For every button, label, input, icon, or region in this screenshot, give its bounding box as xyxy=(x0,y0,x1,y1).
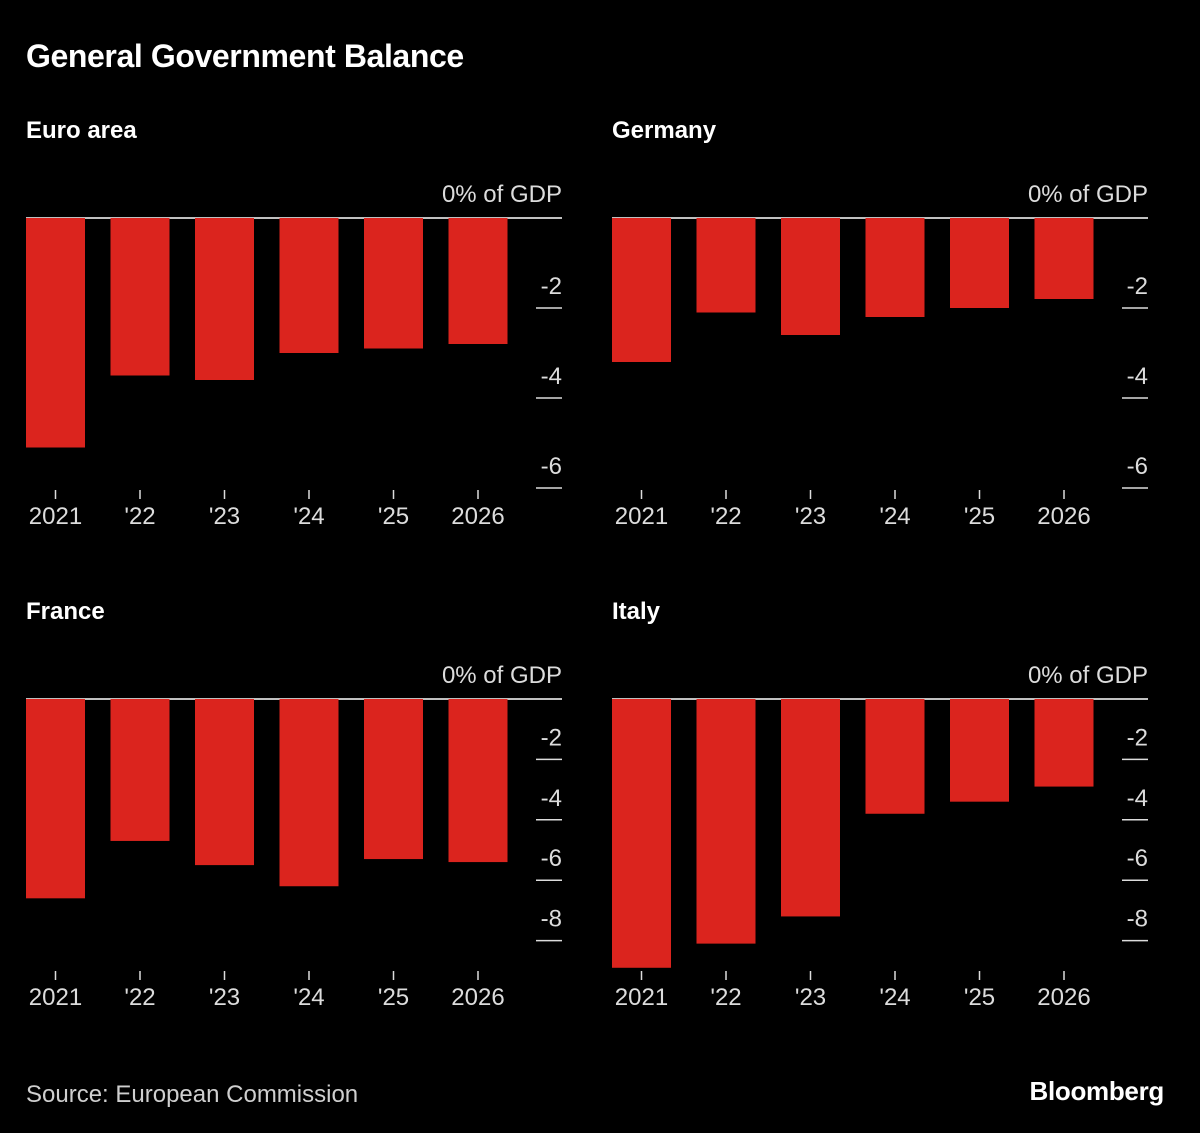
x-tick-label: '25 xyxy=(964,503,995,530)
bar xyxy=(110,218,170,376)
y-tick-label: -6 xyxy=(541,845,562,872)
chart-panel-france: France 0% of GDP -2 -4 -6 -8 2021 '22 '23 '24 '25… xyxy=(26,597,586,1027)
chart-panel-germany: Germany 0% of GDP -2 -4 -6 2021 '22 '23 '24 '25 2… xyxy=(612,116,1172,546)
bar xyxy=(448,218,508,344)
x-tick-label: '24 xyxy=(879,503,910,530)
bar-chart: 0% of GDP -2 -4 -6 2021 '22 '23 '24 '25 2026 xyxy=(26,181,562,530)
y-tick-label: -4 xyxy=(541,785,562,812)
y-tick-label: -4 xyxy=(1127,785,1148,812)
bar xyxy=(865,218,925,317)
bar xyxy=(279,699,339,887)
x-tick-label: '22 xyxy=(124,503,155,530)
x-tick-label: '23 xyxy=(795,503,826,530)
bar xyxy=(950,218,1009,308)
panel-title: Italy xyxy=(612,598,661,625)
y-tick-label: -8 xyxy=(1127,906,1148,933)
x-tick-label: 2026 xyxy=(451,984,504,1011)
x-tick-label: '24 xyxy=(293,503,324,530)
bar-chart: 0% of GDP -2 -4 -6 -8 2021 '22 '23 '24 '25 2026 xyxy=(26,662,562,1011)
y-axis-unit-label: 0% of GDP xyxy=(442,662,562,689)
bar xyxy=(781,218,840,335)
bar xyxy=(696,699,756,944)
bar xyxy=(781,699,840,917)
bar xyxy=(279,218,339,353)
y-axis-unit-label: 0% of GDP xyxy=(1028,662,1148,689)
y-tick-label: -6 xyxy=(1127,453,1148,480)
x-tick-label: '22 xyxy=(710,503,741,530)
bar xyxy=(448,699,508,863)
panel-title: France xyxy=(26,598,105,625)
y-tick-label: -2 xyxy=(1127,273,1148,300)
x-tick-label: 2021 xyxy=(615,503,668,530)
x-tick-label: 2021 xyxy=(29,503,82,530)
page-title: General Government Balance xyxy=(26,38,464,74)
bar xyxy=(26,218,85,448)
x-tick-label: 2026 xyxy=(451,503,504,530)
x-tick-label: 2026 xyxy=(1037,984,1090,1011)
y-tick-label: -6 xyxy=(1127,845,1148,872)
x-tick-label: '22 xyxy=(124,984,155,1011)
y-tick-label: -2 xyxy=(541,273,562,300)
bar xyxy=(195,218,254,380)
y-tick-label: -2 xyxy=(1127,724,1148,751)
bar xyxy=(1034,699,1094,787)
chart-panel-euro-area: Euro area 0% of GDP -2 -4 -6 2021 '22 '23 '24 '2… xyxy=(26,116,586,546)
bar xyxy=(865,699,925,814)
x-tick-label: '22 xyxy=(710,984,741,1011)
bar xyxy=(26,699,85,899)
bloomberg-logo: Bloomberg xyxy=(1029,1076,1164,1106)
y-tick-label: -6 xyxy=(541,453,562,480)
bar xyxy=(364,699,423,860)
panel-title: Euro area xyxy=(26,117,137,144)
x-tick-label: 2026 xyxy=(1037,503,1090,530)
panel-title: Germany xyxy=(612,117,717,144)
x-tick-label: '25 xyxy=(964,984,995,1011)
y-axis-unit-label: 0% of GDP xyxy=(1028,181,1148,208)
bar xyxy=(1034,218,1094,299)
x-tick-label: '23 xyxy=(795,984,826,1011)
y-axis-unit-label: 0% of GDP xyxy=(442,181,562,208)
x-tick-label: '23 xyxy=(209,984,240,1011)
bar xyxy=(195,699,254,866)
x-tick-label: '23 xyxy=(209,503,240,530)
bar xyxy=(110,699,170,841)
bar xyxy=(612,218,671,362)
x-tick-label: 2021 xyxy=(615,984,668,1011)
bar-chart: 0% of GDP -2 -4 -6 -8 2021 '22 '23 '24 '25 2026 xyxy=(612,662,1148,1011)
y-tick-label: -4 xyxy=(1127,363,1148,390)
bar-chart: 0% of GDP -2 -4 -6 2021 '22 '23 '24 '25 2026 xyxy=(612,181,1148,530)
y-tick-label: -2 xyxy=(541,724,562,751)
y-tick-label: -8 xyxy=(541,906,562,933)
bar xyxy=(612,699,671,968)
bar xyxy=(950,699,1009,802)
y-tick-label: -4 xyxy=(541,363,562,390)
x-tick-label: '24 xyxy=(879,984,910,1011)
x-tick-label: '24 xyxy=(293,984,324,1011)
source-note: Source: European Commission xyxy=(26,1081,359,1108)
bar xyxy=(364,218,423,349)
bar xyxy=(696,218,756,313)
x-tick-label: '25 xyxy=(378,984,409,1011)
x-tick-label: '25 xyxy=(378,503,409,530)
chart-panel-italy: Italy 0% of GDP -2 -4 -6 -8 2021 '22 '23 '24 '25 2… xyxy=(612,597,1172,1027)
x-tick-label: 2021 xyxy=(29,984,82,1011)
